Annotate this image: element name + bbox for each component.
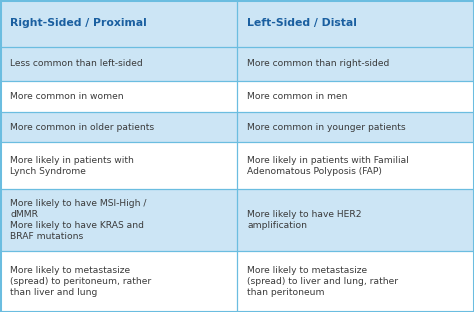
Text: Right-Sided / Proximal: Right-Sided / Proximal	[10, 18, 147, 28]
Bar	[0, 251, 237, 312]
Text: Less common than left-sided: Less common than left-sided	[10, 59, 143, 68]
Bar	[237, 47, 474, 81]
Text: More common than right-sided: More common than right-sided	[247, 59, 390, 68]
Bar	[0, 112, 237, 143]
Text: More common in older patients: More common in older patients	[10, 123, 155, 132]
Text: More likely to metastasize
(spread) to peritoneum, rather
than liver and lung: More likely to metastasize (spread) to p…	[10, 266, 152, 297]
Text: More common in women: More common in women	[10, 92, 124, 101]
Bar	[237, 112, 474, 143]
Text: More common in men: More common in men	[247, 92, 348, 101]
Bar	[0, 81, 237, 112]
Bar	[237, 189, 474, 251]
Text: More likely to metastasize
(spread) to liver and lung, rather
than peritoneum: More likely to metastasize (spread) to l…	[247, 266, 399, 297]
Text: More likely to have MSI-High /
dMMR
More likely to have KRAS and
BRAF mutations: More likely to have MSI-High / dMMR More…	[10, 199, 147, 241]
Bar	[0, 47, 237, 81]
Bar	[0, 0, 237, 47]
Text: Left-Sided / Distal: Left-Sided / Distal	[247, 18, 357, 28]
Bar	[237, 81, 474, 112]
Text: More likely to have HER2
amplification: More likely to have HER2 amplification	[247, 210, 362, 230]
Bar	[0, 189, 237, 251]
Text: More common in younger patients: More common in younger patients	[247, 123, 406, 132]
Bar	[237, 0, 474, 47]
Bar	[0, 143, 237, 189]
Bar	[237, 143, 474, 189]
Bar	[237, 251, 474, 312]
Text: More likely in patients with Familial
Adenomatous Polyposis (FAP): More likely in patients with Familial Ad…	[247, 156, 410, 176]
Text: More likely in patients with
Lynch Syndrome: More likely in patients with Lynch Syndr…	[10, 156, 134, 176]
